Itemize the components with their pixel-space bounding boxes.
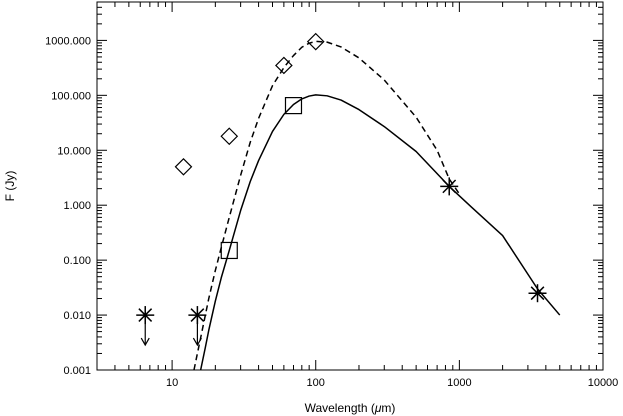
x-axis-label: Wavelength (μm): [305, 401, 396, 415]
model-curves: [193, 40, 561, 370]
x-tick-label: 10000: [588, 377, 619, 389]
asterisk-point: [528, 284, 547, 303]
data-markers: [136, 32, 547, 347]
plot-frame: [96, 1, 604, 371]
asterisk-stroke: [530, 286, 545, 301]
y-tick-label: 1000.000: [45, 35, 91, 47]
asterisk-point: [440, 177, 459, 196]
y-tick-label: 10.000: [57, 145, 91, 157]
y-tick-label: 0.010: [63, 310, 91, 322]
y-axis-label: F (Jy): [3, 171, 17, 202]
solid-model-curve: [199, 94, 561, 370]
dashed-model-curve: [193, 40, 460, 370]
upper-limit-arrow-head: [140, 337, 150, 347]
diamond-point: [220, 127, 239, 146]
y-tick-label: 0.100: [63, 255, 91, 267]
x-tick-label: 10: [166, 377, 178, 389]
upper-limit-point: [136, 306, 155, 347]
upper-limit-point: [188, 306, 207, 347]
diamond-point: [174, 157, 193, 176]
diamond-point: [306, 32, 325, 51]
y-tick-label: 0.001: [63, 365, 91, 377]
x-tick-label: 1000: [447, 377, 471, 389]
axis-ticks: [96, 1, 604, 371]
diamond-point: [275, 56, 293, 75]
square-point: [220, 241, 238, 260]
asterisk-stroke: [138, 308, 153, 322]
upper-limit-arrow-head: [192, 337, 202, 347]
y-tick-label: 1.000: [63, 200, 91, 212]
asterisk-stroke: [442, 179, 457, 194]
y-tick-label: 100.000: [51, 90, 91, 102]
x-tick-label: 100: [307, 377, 325, 389]
tick-labels: 10 100 1000 10000 0.001 0.010 0.100 1.000 10.000…: [45, 35, 618, 389]
square-point: [284, 97, 303, 115]
asterisk-stroke: [190, 308, 205, 322]
